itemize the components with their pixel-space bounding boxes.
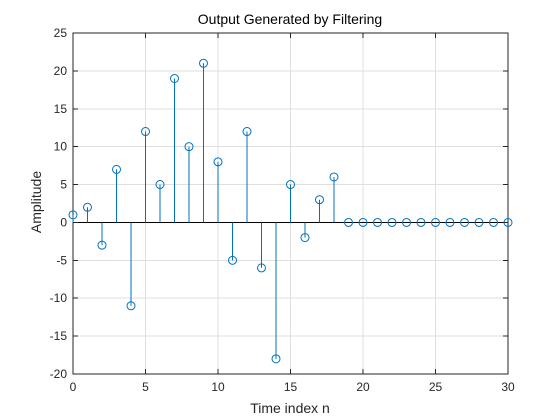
- stem-marker: [126, 301, 136, 311]
- stem-marker: [445, 217, 455, 227]
- stem-marker: [373, 217, 382, 227]
- y-tick-label: 15: [54, 102, 68, 116]
- stem-marker: [460, 217, 469, 227]
- stem-marker: [489, 217, 498, 227]
- chart-title: Output Generated by Filtering: [198, 11, 382, 27]
- y-tick-label: -20: [50, 367, 68, 381]
- stem-marker: [141, 127, 150, 137]
- x-tick-label: 15: [284, 380, 298, 394]
- y-tick-label: 25: [54, 26, 68, 40]
- stem-marker: [68, 210, 78, 220]
- x-tick-label: 25: [429, 380, 443, 394]
- stem-marker: [97, 240, 107, 250]
- stem-marker: [242, 127, 252, 137]
- stem-marker: [344, 217, 353, 227]
- y-tick-label: 0: [60, 215, 67, 229]
- y-tick-label: -5: [56, 253, 67, 267]
- stem-marker: [431, 217, 440, 227]
- stem-marker: [228, 255, 237, 265]
- stem-marker: [199, 58, 208, 68]
- x-tick-label: 0: [70, 380, 77, 394]
- stem-marker: [315, 195, 324, 205]
- y-tick-label: -15: [50, 329, 68, 343]
- x-axis-label: Time index n: [250, 400, 330, 416]
- stems-layer: [72, 63, 335, 359]
- stem-marker: [257, 263, 266, 273]
- stem-marker: [184, 142, 194, 152]
- stem-marker: [170, 73, 179, 83]
- y-tick-label: 5: [60, 178, 67, 192]
- stem-marker: [329, 172, 339, 182]
- x-tick-label: 10: [211, 380, 225, 394]
- x-tick-label: 30: [501, 380, 515, 394]
- stem-marker: [474, 217, 484, 227]
- ticks-layer: [72, 32, 509, 375]
- stem-marker: [286, 180, 295, 190]
- y-tick-label: 20: [54, 64, 68, 78]
- stem-marker: [271, 354, 281, 364]
- stem-marker: [155, 180, 165, 190]
- x-tick-label: 5: [142, 380, 149, 394]
- stem-marker: [402, 217, 411, 227]
- stem-marker: [358, 217, 368, 227]
- stem-marker: [300, 233, 310, 243]
- stem-marker: [213, 157, 223, 167]
- stem-marker: [112, 164, 121, 174]
- stem-marker: [83, 202, 92, 212]
- y-axis-label: Amplitude: [28, 171, 44, 233]
- stem-marker: [387, 217, 397, 227]
- tick-labels-layer: 0 5 10 15 20 25 30 -20 -15 -10 -5 0 5 10 15 20 25: [50, 26, 515, 394]
- stem-marker: [416, 217, 426, 227]
- y-tick-label: 10: [54, 140, 68, 154]
- y-tick-label: -10: [50, 291, 68, 305]
- markers-layer: [68, 58, 513, 364]
- x-tick-label: 20: [356, 380, 370, 394]
